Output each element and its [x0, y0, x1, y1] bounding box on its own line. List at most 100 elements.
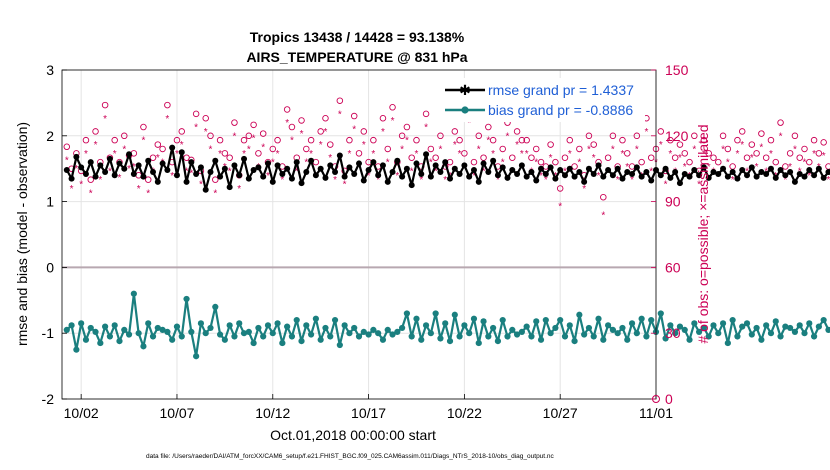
possible-obs-marker — [806, 158, 813, 166]
possible-obs-marker — [283, 106, 291, 113]
assimilated-obs-marker: * — [89, 188, 93, 199]
rmse-point — [130, 170, 137, 177]
bias-point — [787, 324, 794, 332]
assimilated-obs-marker: * — [549, 153, 553, 164]
assimilated-obs-marker: * — [98, 175, 102, 186]
bias-point — [777, 333, 784, 340]
rmse-point — [571, 173, 578, 180]
rmse-point — [145, 157, 152, 164]
rmse-point — [332, 168, 339, 175]
possible-obs-marker — [700, 136, 708, 144]
assimilated-obs-marker: * — [328, 153, 332, 164]
possible-obs-marker — [738, 128, 746, 135]
possible-obs-marker — [322, 115, 329, 122]
x-tick-label: 10/17 — [351, 405, 386, 421]
possible-obs-marker — [144, 176, 152, 183]
rmse-point — [590, 170, 597, 177]
rmse-point — [633, 164, 640, 171]
possible-obs-marker — [370, 136, 377, 144]
possible-obs-marker — [307, 136, 315, 144]
assimilated-obs-marker: * — [563, 166, 567, 177]
possible-obs-marker — [355, 150, 363, 157]
bias-point — [260, 333, 267, 340]
rmse-point — [116, 160, 123, 167]
rmse-point — [169, 144, 176, 151]
rmse-point — [226, 184, 233, 191]
rmse-point — [121, 165, 128, 172]
bias-point — [700, 324, 708, 332]
bias-point — [111, 322, 118, 329]
bias-point — [307, 331, 315, 338]
possible-obs-marker — [820, 139, 827, 146]
assimilated-obs-marker: * — [395, 171, 399, 182]
assimilated-obs-marker: * — [496, 175, 500, 186]
rmse-point — [274, 162, 281, 169]
rmse-point — [92, 173, 99, 180]
bias-point — [600, 336, 607, 343]
rmse-point — [341, 173, 348, 180]
possible-obs-marker — [269, 145, 277, 153]
assimilated-obs-marker: * — [482, 166, 486, 177]
x-tick-label: 10/22 — [447, 405, 482, 421]
possible-obs-marker — [748, 141, 756, 148]
assimilated-obs-marker: * — [525, 149, 529, 160]
rmse-point — [389, 168, 396, 175]
rmse-point — [178, 149, 185, 156]
assimilated-obs-marker: * — [822, 151, 826, 162]
rmse-point — [384, 178, 391, 185]
assimilated-obs-marker: * — [803, 158, 807, 169]
rmse-point — [197, 164, 204, 171]
bias-point — [796, 322, 803, 329]
bias-point — [106, 333, 114, 340]
assimilated-obs-marker: * — [319, 140, 323, 151]
rmse-point — [576, 168, 583, 175]
bias-point — [437, 335, 444, 342]
bias-point — [351, 324, 358, 332]
y-tick-label-right: 120 — [665, 128, 689, 144]
possible-obs-marker — [710, 154, 717, 161]
assimilated-obs-marker: * — [271, 158, 275, 169]
rmse-point — [217, 173, 224, 180]
assimilated-obs-marker: * — [659, 140, 663, 151]
assimilated-obs-marker: * — [568, 149, 572, 160]
bias-point — [782, 323, 789, 330]
rmse-point — [423, 151, 430, 158]
bias-point — [638, 315, 645, 322]
assimilated-obs-marker: * — [424, 123, 428, 134]
rmse-point — [375, 172, 382, 179]
possible-obs-marker — [250, 121, 257, 129]
assimilated-obs-marker: * — [419, 175, 423, 186]
assimilated-obs-marker: * — [467, 118, 471, 129]
assimilated-obs-marker: * — [506, 131, 510, 142]
assimilated-obs-marker: * — [611, 144, 615, 155]
bias-point — [820, 316, 827, 324]
possible-obs-marker — [715, 158, 722, 166]
bias-point — [145, 320, 152, 327]
possible-obs-marker — [255, 150, 262, 157]
assimilated-obs-marker: * — [577, 158, 581, 169]
rmse-point — [700, 164, 707, 171]
bias-point — [298, 337, 305, 345]
rmse-point — [638, 173, 645, 180]
rmse-point — [365, 167, 372, 174]
bias-point — [240, 330, 248, 337]
assimilated-obs-marker: * — [544, 175, 548, 186]
possible-obs-marker — [552, 158, 559, 166]
rmse-point — [787, 168, 794, 175]
rmse-point — [336, 152, 343, 159]
possible-obs-marker — [796, 154, 803, 161]
possible-obs-marker — [303, 145, 310, 153]
possible-obs-marker — [556, 185, 564, 192]
rmse-point — [360, 177, 367, 184]
bias-point — [331, 316, 339, 324]
bias-point — [571, 337, 578, 345]
rmse-point — [188, 159, 195, 166]
assimilated-obs-marker: * — [65, 155, 69, 166]
assimilated-obs-marker: * — [678, 153, 682, 164]
bias-point — [686, 336, 693, 343]
rmse-point — [106, 155, 113, 162]
rmse-point — [629, 170, 636, 177]
rmse-point — [552, 175, 559, 182]
bias-point — [672, 330, 679, 337]
rmse-point — [173, 172, 180, 179]
